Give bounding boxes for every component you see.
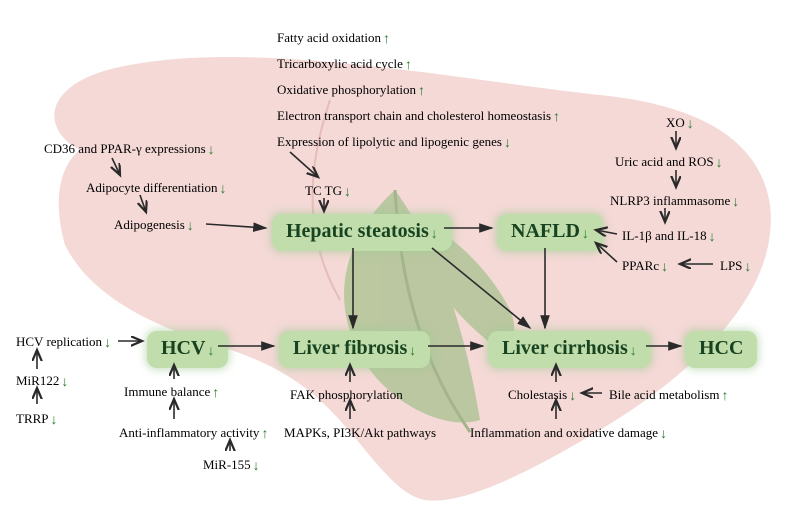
down-arrow-icon: ↓ bbox=[207, 344, 214, 360]
label-lps: LPS↓ bbox=[720, 259, 751, 274]
label-text: NLRP3 inflammasome bbox=[610, 193, 730, 208]
label-mir122: MiR122↓ bbox=[16, 374, 68, 389]
up-arrow-icon: ↑ bbox=[405, 58, 412, 73]
down-arrow-icon: ↓ bbox=[187, 219, 194, 234]
node-label: HCC bbox=[699, 337, 743, 359]
label-adipogenesis: Adipogenesis↓ bbox=[114, 218, 194, 233]
label-cd36: CD36 and PPAR-γ expressions↓ bbox=[44, 142, 215, 157]
node-label: Liver cirrhosis bbox=[502, 337, 628, 359]
down-arrow-icon: ↓ bbox=[732, 195, 739, 210]
label-trrp: TRRP↓ bbox=[16, 412, 58, 427]
label-text: TRRP bbox=[16, 411, 49, 426]
up-arrow-icon: ↑ bbox=[721, 389, 728, 404]
node-hcc: HCC bbox=[685, 331, 757, 368]
label-text: Fatty acid oxidation bbox=[277, 30, 381, 45]
label-bile: Bile acid metabolism↑ bbox=[609, 388, 728, 403]
up-arrow-icon: ↑ bbox=[212, 386, 219, 401]
node-label: Liver fibrosis bbox=[293, 337, 407, 359]
down-arrow-icon: ↓ bbox=[687, 117, 694, 132]
label-mapk: MAPKs, PI3K/Akt pathways bbox=[284, 426, 436, 440]
label-adipo-diff: Adipocyte differentiation↓ bbox=[86, 181, 227, 196]
label-text: Electron transport chain and cholesterol… bbox=[277, 108, 551, 123]
label-text: Bile acid metabolism bbox=[609, 387, 719, 402]
label-text: MiR-155 bbox=[203, 457, 251, 472]
label-anti-inflam: Anti-inflammatory activity↑ bbox=[119, 426, 268, 441]
label-text: MiR122 bbox=[16, 373, 59, 388]
diagram-stage: { "canvas": { "width": 789, "height": 51… bbox=[0, 0, 789, 519]
down-arrow-icon: ↓ bbox=[569, 389, 576, 404]
node-hcv: HCV↓ bbox=[147, 331, 228, 368]
label-immune: Immune balance↑ bbox=[124, 385, 219, 400]
label-cholestasis: Cholestasis↓ bbox=[508, 388, 576, 403]
down-arrow-icon: ↓ bbox=[504, 136, 511, 151]
up-arrow-icon: ↑ bbox=[383, 32, 390, 47]
down-arrow-icon: ↓ bbox=[630, 344, 637, 360]
label-ox-phos: Oxidative phosphorylation↑ bbox=[277, 83, 425, 98]
label-text: Inflammation and oxidative damage bbox=[470, 425, 658, 440]
label-text: Expression of lipolytic and lipogenic ge… bbox=[277, 134, 502, 149]
up-arrow-icon: ↑ bbox=[418, 84, 425, 99]
label-il1b: IL-1β and IL-18↓ bbox=[622, 229, 716, 244]
down-arrow-icon: ↓ bbox=[709, 230, 716, 245]
down-arrow-icon: ↓ bbox=[208, 143, 215, 158]
label-lipo-genes: Expression of lipolytic and lipogenic ge… bbox=[277, 135, 511, 150]
node-liver-cirrhosis: Liver cirrhosis↓ bbox=[488, 331, 651, 368]
down-arrow-icon: ↓ bbox=[661, 260, 668, 275]
label-nlrp3: NLRP3 inflammasome↓ bbox=[610, 194, 739, 209]
label-text: HCV replication bbox=[16, 334, 102, 349]
label-text: Adipogenesis bbox=[114, 217, 185, 232]
node-nafld: NAFLD↓ bbox=[497, 214, 603, 251]
label-text: TC TG bbox=[305, 183, 342, 198]
label-text: Cholestasis bbox=[508, 387, 567, 402]
down-arrow-icon: ↓ bbox=[51, 413, 58, 428]
node-liver-fibrosis: Liver fibrosis↓ bbox=[279, 331, 430, 368]
label-text: Adipocyte differentiation bbox=[86, 180, 218, 195]
label-text: MAPKs, PI3K/Akt pathways bbox=[284, 425, 436, 440]
label-tc-tg: TC TG↓ bbox=[305, 184, 351, 199]
label-mir155: MiR-155↓ bbox=[203, 458, 260, 473]
down-arrow-icon: ↓ bbox=[104, 336, 111, 351]
node-label: Hepatic steatosis bbox=[286, 220, 429, 242]
down-arrow-icon: ↓ bbox=[716, 156, 723, 171]
up-arrow-icon: ↑ bbox=[261, 427, 268, 442]
label-hcv-rep: HCV replication↓ bbox=[16, 335, 111, 350]
label-tca: Tricarboxylic acid cycle↑ bbox=[277, 57, 412, 72]
node-label: HCV bbox=[161, 337, 205, 359]
up-arrow-icon: ↑ bbox=[553, 110, 560, 125]
label-text: LPS bbox=[720, 258, 742, 273]
label-fatty-acid-ox: Fatty acid oxidation↑ bbox=[277, 31, 390, 46]
down-arrow-icon: ↓ bbox=[431, 227, 438, 243]
down-arrow-icon: ↓ bbox=[344, 185, 351, 200]
label-text: IL-1β and IL-18 bbox=[622, 228, 707, 243]
down-arrow-icon: ↓ bbox=[220, 182, 227, 197]
label-etc: Electron transport chain and cholesterol… bbox=[277, 109, 560, 124]
down-arrow-icon: ↓ bbox=[253, 459, 260, 474]
label-inflam-ox: Inflammation and oxidative damage↓ bbox=[470, 426, 667, 441]
label-text: Anti-inflammatory activity bbox=[119, 425, 259, 440]
down-arrow-icon: ↓ bbox=[582, 227, 589, 243]
down-arrow-icon: ↓ bbox=[61, 375, 68, 390]
down-arrow-icon: ↓ bbox=[744, 260, 751, 275]
node-label: NAFLD bbox=[511, 220, 580, 242]
label-text: Immune balance bbox=[124, 384, 210, 399]
label-fak: FAK phosphorylation bbox=[290, 388, 403, 402]
down-arrow-icon: ↓ bbox=[409, 344, 416, 360]
down-arrow-icon: ↓ bbox=[660, 427, 667, 442]
label-text: XO bbox=[666, 115, 685, 130]
label-text: Uric acid and ROS bbox=[615, 154, 714, 169]
label-text: Tricarboxylic acid cycle bbox=[277, 56, 403, 71]
label-xo: XO↓ bbox=[666, 116, 694, 131]
node-hepatic-steatosis: Hepatic steatosis↓ bbox=[272, 214, 452, 251]
label-text: PPARc bbox=[622, 258, 659, 273]
label-pparc: PPARc↓ bbox=[622, 259, 668, 274]
label-text: FAK phosphorylation bbox=[290, 387, 403, 402]
label-uric: Uric acid and ROS↓ bbox=[615, 155, 723, 170]
label-text: Oxidative phosphorylation bbox=[277, 82, 416, 97]
label-text: CD36 and PPAR-γ expressions bbox=[44, 141, 206, 156]
